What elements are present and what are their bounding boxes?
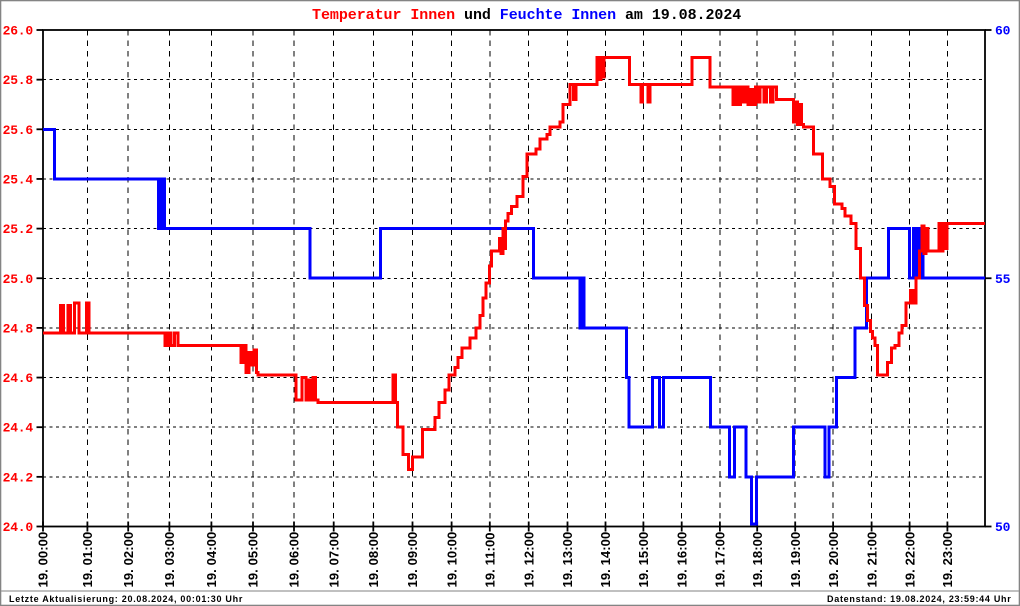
svg-text:19. 12:00: 19. 12:00 [521,532,536,588]
svg-text:19. 05:00: 19. 05:00 [246,532,261,588]
svg-text:19. 01:00: 19. 01:00 [80,532,95,588]
svg-text:19. 00:00: 19. 00:00 [36,532,51,588]
svg-text:19. 13:00: 19. 13:00 [560,532,575,588]
svg-text:50: 50 [995,520,1011,535]
svg-text:24.8: 24.8 [3,321,34,336]
svg-text:25.4: 25.4 [3,172,34,187]
svg-text:19. 04:00: 19. 04:00 [204,532,219,588]
svg-text:19. 23:00: 19. 23:00 [940,532,955,588]
svg-text:19. 17:00: 19. 17:00 [713,532,728,588]
svg-text:24.4: 24.4 [3,421,34,436]
svg-text:25.6: 25.6 [3,123,34,138]
svg-text:25.0: 25.0 [3,272,34,287]
svg-text:19. 16:00: 19. 16:00 [674,532,689,588]
svg-text:19. 22:00: 19. 22:00 [902,532,917,588]
svg-text:25.8: 25.8 [3,73,34,88]
svg-text:19. 06:00: 19. 06:00 [287,532,302,588]
svg-text:60: 60 [995,24,1011,39]
svg-text:19. 07:00: 19. 07:00 [326,532,341,588]
svg-text:19. 02:00: 19. 02:00 [121,532,136,588]
svg-text:Datenstand: 19.08.2024, 23:59:: Datenstand: 19.08.2024, 23:59:44 Uhr [827,594,1012,604]
svg-text:19. 10:00: 19. 10:00 [444,532,459,588]
svg-text:24.2: 24.2 [3,470,34,485]
svg-text:19. 19:00: 19. 19:00 [788,532,803,588]
svg-text:55: 55 [995,272,1011,287]
svg-text:19. 20:00: 19. 20:00 [826,532,841,588]
svg-text:19. 08:00: 19. 08:00 [366,532,381,588]
svg-text:19. 14:00: 19. 14:00 [598,532,613,588]
svg-text:25.2: 25.2 [3,222,34,237]
svg-text:19. 18:00: 19. 18:00 [750,532,765,588]
svg-text:26.0: 26.0 [3,24,34,39]
svg-text:Letzte Aktualisierung: 20.08.2: Letzte Aktualisierung: 20.08.2024, 00:01… [9,594,243,604]
svg-text:24.6: 24.6 [3,371,34,386]
svg-text:24.0: 24.0 [3,520,34,535]
svg-text:19. 09:00: 19. 09:00 [405,532,420,588]
svg-text:19. 11:00: 19. 11:00 [483,532,498,587]
svg-text:19. 21:00: 19. 21:00 [864,532,879,588]
svg-text:19. 03:00: 19. 03:00 [162,532,177,588]
svg-text:Temperatur Innen und Feuchte I: Temperatur Innen und Feuchte Innen am 19… [312,7,741,24]
svg-text:19. 15:00: 19. 15:00 [636,532,651,588]
